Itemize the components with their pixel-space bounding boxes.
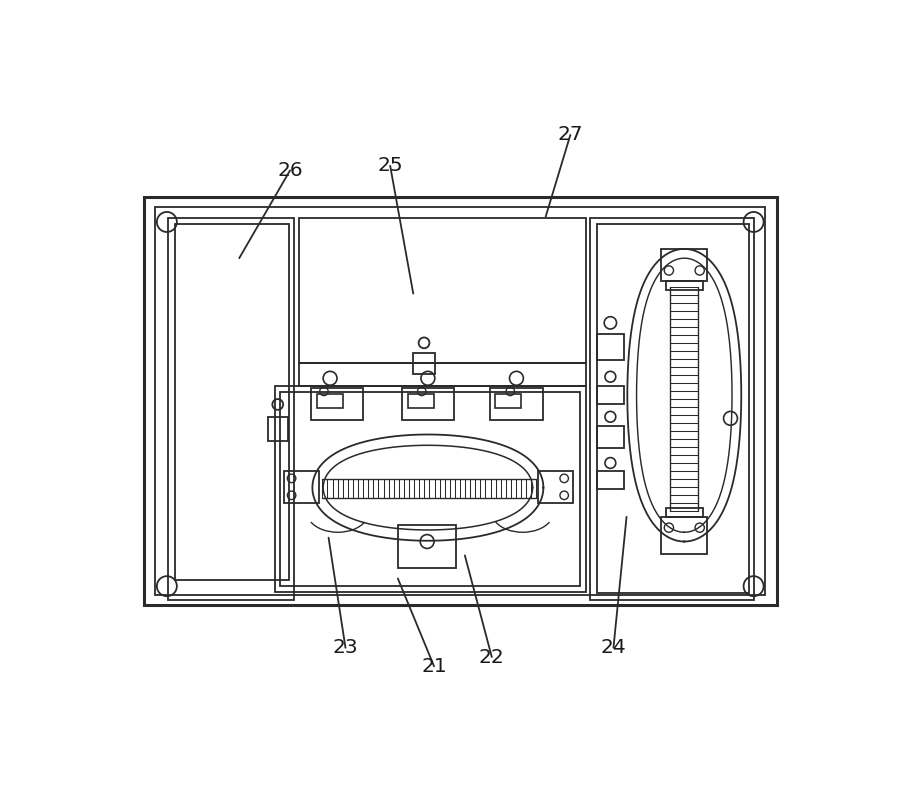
Bar xyxy=(175,225,288,580)
Bar xyxy=(596,426,624,448)
Text: 26: 26 xyxy=(277,161,303,180)
Bar xyxy=(490,388,542,420)
Bar xyxy=(299,363,585,386)
Bar xyxy=(284,471,320,503)
Bar xyxy=(590,218,753,600)
Bar xyxy=(299,218,585,363)
Text: 21: 21 xyxy=(421,657,447,676)
Bar xyxy=(169,218,294,600)
Text: 25: 25 xyxy=(377,157,403,176)
Text: 22: 22 xyxy=(479,648,505,667)
Bar xyxy=(155,206,765,595)
Bar xyxy=(596,334,624,360)
Bar xyxy=(661,249,708,282)
Bar xyxy=(268,417,287,441)
Bar xyxy=(401,388,454,420)
Bar xyxy=(665,508,703,517)
Bar xyxy=(596,471,624,489)
Bar xyxy=(398,524,456,568)
Text: 23: 23 xyxy=(332,638,358,657)
Bar xyxy=(275,386,585,592)
Bar xyxy=(538,471,574,503)
Bar xyxy=(413,353,435,374)
Bar xyxy=(311,388,363,420)
Text: 27: 27 xyxy=(558,126,583,145)
Bar xyxy=(317,394,343,407)
Bar xyxy=(495,394,521,407)
Text: 24: 24 xyxy=(601,638,626,657)
Bar xyxy=(408,394,434,407)
Bar xyxy=(280,392,580,586)
Bar xyxy=(596,225,749,593)
Bar xyxy=(596,386,624,404)
Bar xyxy=(144,196,777,604)
Bar xyxy=(665,282,703,290)
Bar xyxy=(661,517,708,554)
